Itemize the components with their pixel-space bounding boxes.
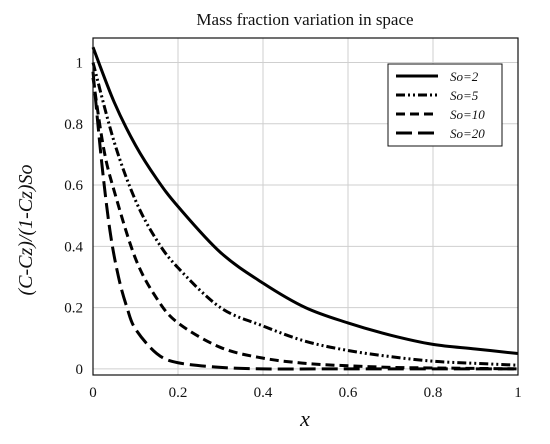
x-axis-label: x [299, 406, 310, 431]
legend-label: So=10 [450, 107, 485, 122]
y-tick-label: 0.4 [64, 239, 83, 255]
y-tick-label: 0 [76, 362, 84, 378]
legend-label: So=5 [450, 88, 479, 103]
x-tick-label: 0.8 [424, 385, 443, 401]
x-tick-label: 0.6 [339, 385, 358, 401]
series-line-so-10 [91, 77, 519, 371]
legend-label: So=20 [450, 126, 485, 141]
y-tick-label: 0.2 [64, 301, 83, 317]
y-tick-label: 0.6 [64, 178, 83, 194]
x-tick-label: 0.2 [169, 385, 188, 401]
series-line-so-2 [91, 46, 519, 356]
x-tick-label: 1 [514, 385, 522, 401]
x-tick-label: 0.4 [254, 385, 273, 401]
x-tick-label: 0 [89, 385, 97, 401]
y-tick-label: 1 [76, 56, 84, 72]
series-line-so-5 [91, 62, 519, 367]
y-axis-label: (C-Cz)/(1-Cz)So [15, 164, 37, 295]
series-group [91, 46, 519, 371]
plot-frame [92, 37, 519, 376]
legend-label: So=2 [450, 69, 479, 84]
y-tick-label: 0.8 [64, 117, 83, 133]
tick-labels: 0 0.2 0.4 0.6 0.8 1 0 0.2 0.4 0.6 0.8 1 [64, 56, 522, 401]
series-line-so-20 [91, 71, 518, 371]
chart-title: Mass fraction variation in space [196, 10, 413, 29]
legend: So=2 So=5 So=10 So=20 [387, 63, 503, 147]
